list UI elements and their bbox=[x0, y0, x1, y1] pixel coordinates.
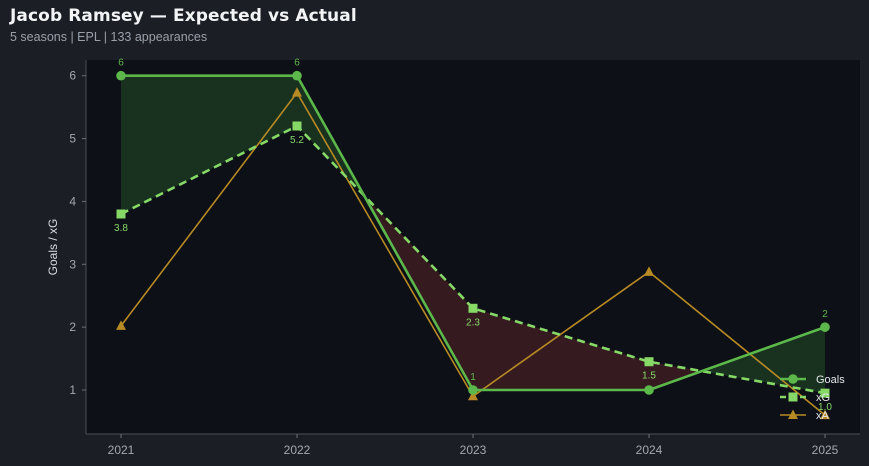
goals-data-label: 6 bbox=[294, 58, 300, 69]
y-tick-label: 1 bbox=[69, 383, 76, 397]
xg-data-label: 1.5 bbox=[642, 371, 656, 382]
data-labels: 6 6 1 2 3.8 5.2 2.3 1.5 1.0 bbox=[114, 58, 832, 413]
series-goals-point bbox=[116, 70, 126, 81]
series-goals bbox=[116, 70, 830, 395]
series-xa-point bbox=[644, 266, 654, 276]
legend-xa-label: xA bbox=[816, 410, 830, 422]
legend-xg-label: xG bbox=[816, 392, 830, 404]
series-xa-point bbox=[292, 87, 302, 97]
series-xg-point bbox=[820, 388, 830, 398]
series-xg-point bbox=[292, 121, 302, 131]
difference-fill bbox=[649, 361, 702, 390]
series-xa-point bbox=[820, 409, 830, 420]
goals-data-label: 1 bbox=[470, 372, 476, 383]
y-tick-label: 4 bbox=[69, 194, 76, 208]
y-tick-label: 6 bbox=[69, 69, 76, 83]
y-tick-label: 5 bbox=[69, 132, 76, 146]
legend: Goals xG xA bbox=[780, 374, 845, 422]
xg-data-label: 2.3 bbox=[466, 317, 480, 328]
xg-data-label: 3.8 bbox=[114, 223, 128, 234]
chart-title: Jacob Ramsey — Expected vs Actual bbox=[10, 6, 357, 26]
goals-data-label: 2 bbox=[822, 309, 828, 320]
legend-item-goals: Goals bbox=[780, 374, 845, 386]
legend-item-xg: xG bbox=[780, 392, 830, 404]
y-tick-label: 3 bbox=[69, 257, 76, 271]
x-tick-label: 2021 bbox=[108, 443, 135, 457]
series-xa-point bbox=[116, 320, 126, 330]
series-xg-point bbox=[116, 209, 126, 219]
xg-data-label: 5.2 bbox=[290, 135, 304, 146]
chart-subtitle: 5 seasons | EPL | 133 appearances bbox=[10, 30, 208, 44]
x-tick-label: 2022 bbox=[284, 443, 311, 457]
series-goals-point bbox=[468, 385, 478, 395]
legend-xa-marker bbox=[788, 409, 798, 419]
series-xg-line bbox=[120, 124, 826, 395]
xg-data-label: 1.0 bbox=[818, 402, 832, 413]
axes: 1 2 3 4 5 6 2021 2022 2023 2024 2025 Goals / xG bbox=[46, 60, 860, 457]
series-goals-point bbox=[820, 322, 830, 332]
series-goals-point bbox=[644, 385, 654, 395]
legend-goals-marker bbox=[788, 374, 798, 384]
goals-data-label: 6 bbox=[118, 58, 124, 69]
x-tick-label: 2023 bbox=[460, 443, 487, 457]
difference-fill bbox=[473, 308, 649, 390]
series-xa-point bbox=[468, 390, 478, 401]
series-xg-point bbox=[468, 303, 478, 313]
series-layer bbox=[116, 70, 830, 420]
series-xg bbox=[116, 121, 830, 398]
series-xa bbox=[116, 87, 830, 420]
y-axis-label: Goals / xG bbox=[46, 219, 60, 276]
y-tick-label: 2 bbox=[69, 320, 76, 334]
series-xg-point bbox=[644, 357, 654, 367]
legend-item-xa: xA bbox=[780, 409, 830, 422]
legend-goals-label: Goals bbox=[816, 374, 845, 386]
series-goals-point bbox=[292, 70, 302, 81]
x-tick-label: 2024 bbox=[636, 443, 663, 457]
legend-xg-marker bbox=[788, 392, 798, 402]
x-tick-label: 2025 bbox=[812, 443, 839, 457]
difference-fill bbox=[121, 75, 297, 214]
